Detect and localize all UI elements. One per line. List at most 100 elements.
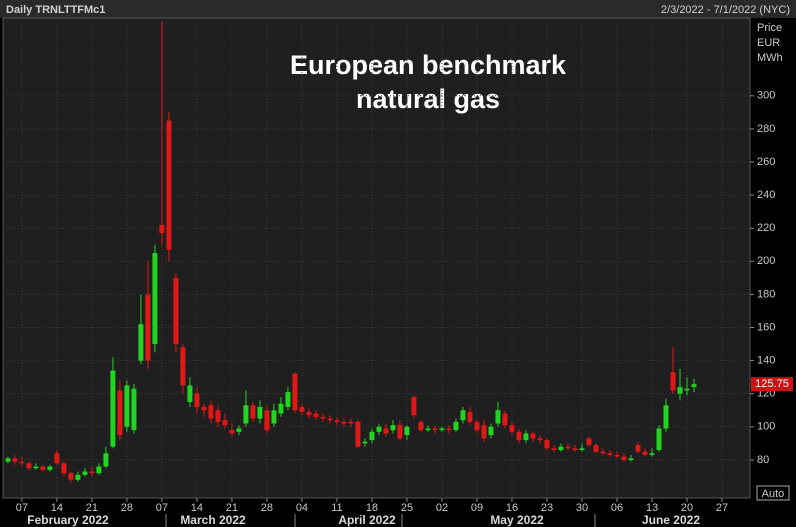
candle-body bbox=[670, 372, 676, 391]
x-tick-label: 18 bbox=[366, 502, 378, 514]
x-tick-label: 21 bbox=[86, 502, 98, 514]
candle-body bbox=[201, 406, 207, 411]
x-tick-label: 25 bbox=[401, 502, 413, 514]
candle-body bbox=[222, 420, 228, 426]
candle-body bbox=[446, 428, 452, 431]
x-tick-label: 07 bbox=[16, 502, 28, 514]
candle-body bbox=[26, 463, 32, 469]
candle-body bbox=[649, 453, 655, 455]
header-right: 2/3/2022 - 7/1/2022 (NYC) bbox=[661, 4, 790, 16]
candle-body bbox=[61, 463, 67, 474]
y-tick-label: 260 bbox=[757, 156, 775, 168]
candle-body bbox=[82, 471, 88, 475]
candle-body bbox=[292, 373, 298, 411]
candle-body bbox=[75, 474, 81, 480]
y-tick-label: 280 bbox=[757, 123, 775, 135]
y-tick-label: 80 bbox=[757, 454, 769, 466]
candle-body bbox=[285, 392, 291, 407]
candle-body bbox=[635, 445, 641, 452]
candle-body bbox=[642, 451, 648, 455]
candle-body bbox=[159, 224, 165, 234]
scale-mode-box[interactable] bbox=[756, 485, 790, 501]
y-tick-label: 300 bbox=[757, 90, 775, 102]
x-tick-label: 04 bbox=[296, 502, 308, 514]
y-axis-label: Price bbox=[757, 22, 782, 34]
candle-body bbox=[467, 411, 473, 422]
x-tick-label: 02 bbox=[436, 502, 448, 514]
candle-body bbox=[383, 428, 389, 434]
candle-body bbox=[138, 324, 144, 361]
y-axis-label: EUR bbox=[757, 37, 780, 49]
chart-title: natural gas bbox=[356, 84, 500, 114]
candle-body bbox=[369, 431, 375, 441]
candle-body bbox=[278, 403, 284, 414]
candle-body bbox=[40, 466, 46, 470]
y-tick-label: 200 bbox=[757, 255, 775, 267]
candle-body bbox=[229, 430, 235, 434]
candle-body bbox=[474, 421, 480, 431]
candle-body bbox=[257, 406, 263, 419]
candle-body bbox=[299, 406, 305, 412]
candle-body bbox=[684, 388, 690, 391]
candle-body bbox=[614, 454, 620, 457]
candle-body bbox=[488, 426, 494, 436]
candle-body bbox=[607, 453, 613, 455]
candle-body bbox=[579, 448, 585, 450]
x-tick-label: 13 bbox=[646, 502, 658, 514]
candle-body bbox=[404, 426, 410, 436]
y-tick-label: 180 bbox=[757, 288, 775, 300]
candle-body bbox=[47, 466, 53, 470]
header-left: Daily TRNLTTFMc1 bbox=[6, 4, 105, 16]
candle-body bbox=[460, 410, 466, 421]
candle-body bbox=[439, 428, 445, 431]
candle-body bbox=[306, 411, 312, 416]
x-tick-label: 11 bbox=[331, 502, 342, 514]
candle-body bbox=[341, 421, 347, 424]
candle-body bbox=[593, 445, 599, 452]
candle-body bbox=[530, 433, 536, 439]
candle-body bbox=[145, 294, 151, 361]
candle-body bbox=[313, 413, 319, 417]
month-label: February 2022 bbox=[27, 513, 109, 527]
candle-body bbox=[215, 410, 221, 422]
y-tick-label: 240 bbox=[757, 189, 775, 201]
x-tick-label: 28 bbox=[121, 502, 133, 514]
candle-body bbox=[348, 421, 354, 424]
candle-body bbox=[12, 458, 18, 462]
candle-body bbox=[362, 441, 368, 444]
candle-body bbox=[509, 425, 515, 432]
candle-body bbox=[110, 370, 116, 447]
candle-body bbox=[117, 390, 123, 436]
last-price-box bbox=[751, 377, 793, 392]
candle-body bbox=[68, 473, 74, 480]
candle-body bbox=[516, 431, 522, 441]
candle-body bbox=[551, 448, 557, 450]
candle-body bbox=[124, 385, 130, 427]
candle-body bbox=[271, 410, 277, 424]
y-tick-label: 100 bbox=[757, 421, 775, 433]
candle-body bbox=[418, 421, 424, 431]
candle-body bbox=[621, 456, 627, 460]
candle-body bbox=[334, 420, 340, 422]
candle-body bbox=[397, 425, 403, 439]
candle-body bbox=[663, 405, 669, 429]
y-tick-label: 140 bbox=[757, 355, 775, 367]
candle-body bbox=[411, 397, 417, 416]
x-tick-label: 07 bbox=[156, 502, 168, 514]
candle-body bbox=[502, 413, 508, 426]
candle-body bbox=[166, 120, 172, 250]
candle-body bbox=[96, 466, 102, 474]
candle-body bbox=[89, 471, 95, 474]
candle-body bbox=[376, 426, 382, 432]
scale-mode[interactable]: Auto bbox=[762, 488, 785, 500]
x-tick-label: 30 bbox=[576, 502, 588, 514]
candle-body bbox=[250, 405, 256, 419]
candle-body bbox=[544, 440, 550, 449]
candle-body bbox=[131, 388, 137, 431]
y-tick-label: 220 bbox=[757, 222, 775, 234]
candle-body bbox=[5, 458, 11, 462]
candle-body bbox=[481, 425, 487, 439]
candle-body bbox=[565, 446, 571, 449]
month-label: March 2022 bbox=[180, 513, 246, 527]
